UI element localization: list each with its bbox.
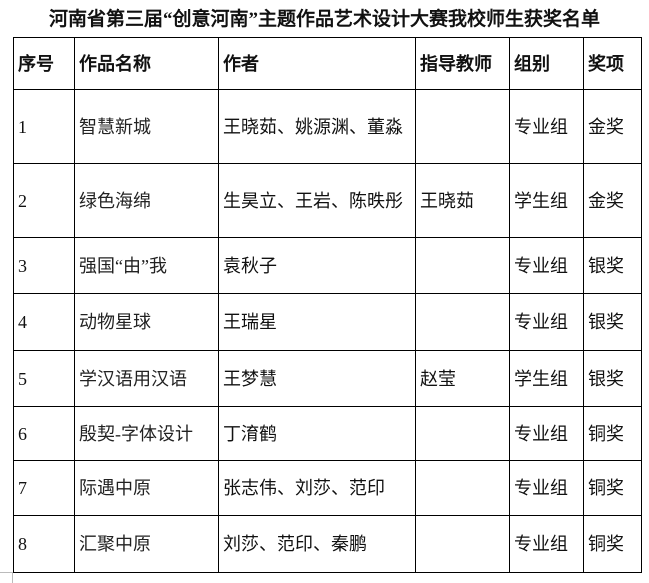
cell-col-work-name: 殷契-字体设计: [74, 406, 219, 461]
cell-col-award: 金奖: [583, 163, 642, 238]
cell-col-work-name: 智慧新城: [74, 89, 219, 164]
cell-col-group: 专业组: [509, 406, 584, 461]
cell-col-award: 铜奖: [583, 406, 642, 461]
cell-col-group: 学生组: [509, 350, 584, 407]
table-row: 1 智慧新城 王晓茹、姚源渊、董淼 专业组 金奖: [13, 89, 642, 164]
header-col-award: 奖项: [583, 37, 642, 90]
cell-col-group: 专业组: [509, 460, 584, 516]
cell-col-advisor: [415, 89, 510, 164]
cell-col-group: 学生组: [509, 163, 584, 238]
header-col-author: 作者: [218, 37, 416, 90]
header-col-work-name: 作品名称: [74, 37, 219, 90]
header-col-advisor: 指导教师: [415, 37, 510, 90]
cell-col-author: 袁秋子: [218, 237, 416, 294]
cell-col-index: 2: [13, 163, 75, 238]
cell-col-award: 银奖: [583, 293, 642, 351]
cell-col-award: 银奖: [583, 237, 642, 294]
cell-col-award: 铜奖: [583, 460, 642, 516]
cell-col-work-name: 汇聚中原: [74, 515, 219, 573]
cell-col-author: 张志伟、刘莎、范印: [218, 460, 416, 516]
table-header-row: 序号 作品名称 作者 指导教师 组别 奖项: [13, 37, 642, 90]
cell-col-group: 专业组: [509, 515, 584, 573]
cell-col-award: 银奖: [583, 350, 642, 407]
cell-col-award: 金奖: [583, 89, 642, 164]
cell-col-index: 8: [13, 515, 75, 573]
cell-col-group: 专业组: [509, 89, 584, 164]
table-row: 8 汇聚中原 刘莎、范印、秦鹏 专业组 铜奖: [13, 515, 642, 573]
cell-col-author: 刘莎、范印、秦鹏: [218, 515, 416, 573]
cell-col-advisor: 王晓茹: [415, 163, 510, 238]
cell-col-author: 王晓茹、姚源渊、董淼: [218, 89, 416, 164]
cell-col-work-name: 学汉语用汉语: [74, 350, 219, 407]
header-col-group: 组别: [509, 37, 584, 90]
table-row: 6 殷契-字体设计 丁淯鹤 专业组 铜奖: [13, 406, 642, 461]
cell-col-advisor: [415, 515, 510, 573]
cell-col-work-name: 际遇中原: [74, 460, 219, 516]
cell-col-index: 6: [13, 406, 75, 461]
header-col-index: 序号: [13, 37, 75, 90]
cell-col-work-name: 绿色海绵: [74, 163, 219, 238]
cell-col-index: 5: [13, 350, 75, 407]
cell-col-advisor: [415, 237, 510, 294]
cell-col-group: 专业组: [509, 293, 584, 351]
table-row: 4 动物星球 王瑞星 专业组 银奖: [13, 293, 642, 351]
cell-col-author: 王瑞星: [218, 293, 416, 351]
cell-col-award: 铜奖: [583, 515, 642, 573]
cell-col-advisor: [415, 293, 510, 351]
cell-col-author: 王梦慧: [218, 350, 416, 407]
cell-col-index: 1: [13, 89, 75, 164]
cell-col-index: 3: [13, 237, 75, 294]
cell-col-author: 丁淯鹤: [218, 406, 416, 461]
cell-col-work-name: 强国“由”我: [74, 237, 219, 294]
table-row: 5 学汉语用汉语 王梦慧 赵莹 学生组 银奖: [13, 350, 642, 407]
table-row: 7 际遇中原 张志伟、刘莎、范印 专业组 铜奖: [13, 460, 642, 516]
cell-col-index: 7: [13, 460, 75, 516]
table-row: 3 强国“由”我 袁秋子 专业组 银奖: [13, 237, 642, 294]
table-row: 2 绿色海绵 生昊立、王岩、陈昳彤 王晓茹 学生组 金奖: [13, 163, 642, 238]
cell-col-index: 4: [13, 293, 75, 351]
cell-col-advisor: [415, 460, 510, 516]
awards-table: 序号 作品名称 作者 指导教师 组别 奖项 1 智慧新城 王晓茹、姚源渊、董淼 专业组 金奖 2 绿色…: [13, 37, 642, 573]
cell-col-advisor: [415, 406, 510, 461]
cell-col-advisor: 赵莹: [415, 350, 510, 407]
cell-col-author: 生昊立、王岩、陈昳彤: [218, 163, 416, 238]
cell-col-work-name: 动物星球: [74, 293, 219, 351]
page-corner-mark: [0, 572, 13, 583]
document-title: 河南省第三届“创意河南”主题作品艺术设计大赛我校师生获奖名单: [48, 9, 600, 30]
cell-col-group: 专业组: [509, 237, 584, 294]
